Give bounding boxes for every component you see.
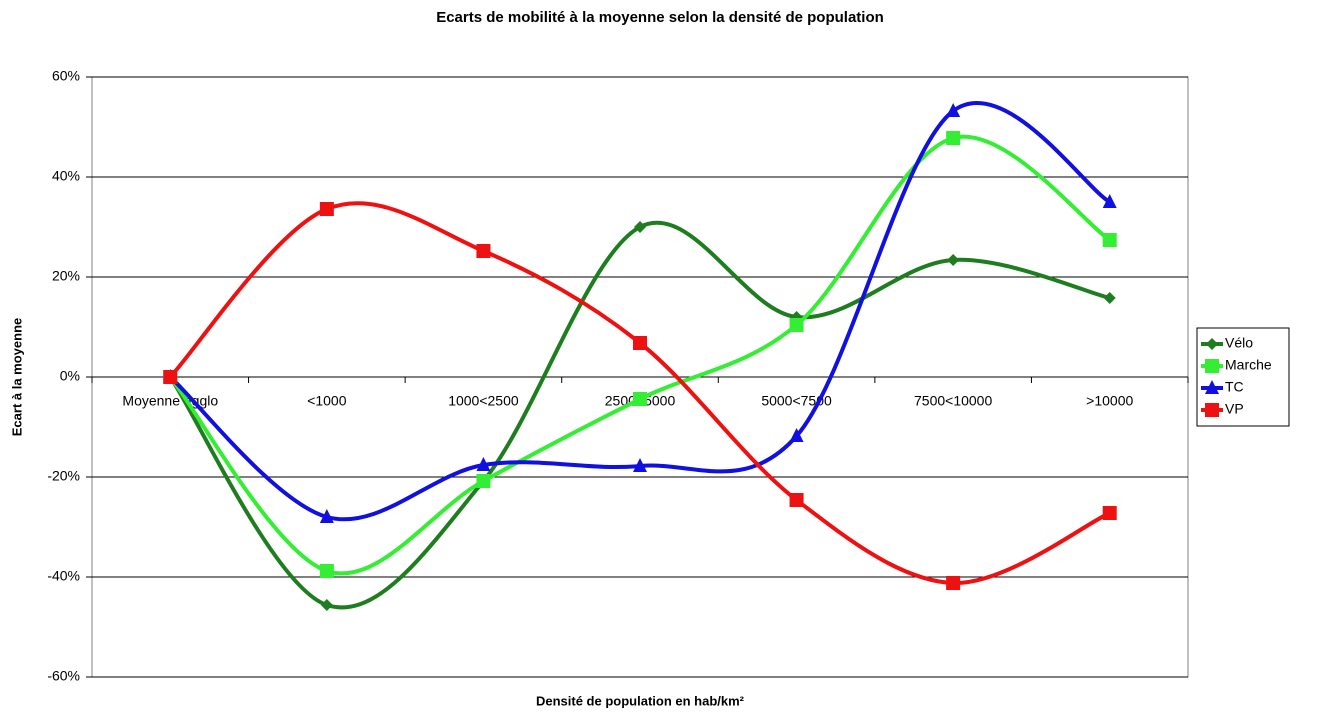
marker [319, 509, 334, 523]
marker [946, 131, 961, 145]
marker [633, 336, 647, 350]
marker [476, 244, 491, 258]
marker [1103, 292, 1116, 304]
x-tick-label: <1000 [307, 393, 347, 409]
legend-label: VP [1225, 401, 1244, 417]
y-tick-label: -60% [47, 668, 80, 684]
y-tick-label: 20% [52, 268, 80, 284]
marker [1205, 380, 1219, 394]
legend-label: TC [1225, 379, 1244, 395]
marker [633, 392, 647, 406]
marker [634, 221, 646, 233]
x-tick-label: Moyenne agglo [122, 393, 218, 409]
marker [319, 202, 334, 216]
marker [476, 474, 491, 488]
marker [1205, 359, 1219, 373]
series-line [168, 220, 1111, 610]
marker [1102, 506, 1117, 520]
y-tick-label: 60% [52, 68, 80, 84]
marker [946, 576, 961, 590]
marker [947, 254, 960, 266]
y-tick-label: -40% [47, 568, 80, 584]
chart-title: Ecarts de mobilité à la moyenne selon la… [436, 9, 884, 26]
legend-label: Vélo [1225, 335, 1253, 351]
marker [789, 428, 804, 442]
x-axis-title: Densité de population en hab/km² [536, 693, 745, 708]
y-axis-title: Ecart à la moyenne [9, 318, 24, 437]
x-tick-label: 1000<2500 [448, 393, 519, 409]
marker [476, 457, 491, 471]
x-tick-label: 5000<7500 [761, 393, 832, 409]
marker [946, 103, 961, 117]
marker [789, 318, 804, 332]
marker [1102, 233, 1117, 247]
legend-label: Marche [1225, 357, 1272, 373]
marker [1206, 338, 1218, 350]
marker [789, 493, 804, 507]
marker [320, 599, 333, 611]
y-tick-label: 40% [52, 168, 80, 184]
x-tick-label: 7500<10000 [914, 393, 992, 409]
marker [319, 564, 334, 578]
marker [1205, 403, 1219, 417]
y-tick-label: -20% [47, 468, 80, 484]
marker [633, 458, 647, 472]
marker [163, 370, 178, 384]
x-tick-label: >10000 [1086, 393, 1133, 409]
y-tick-label: 0% [60, 368, 80, 384]
legend: Vélo Marche TC VP [1196, 327, 1290, 427]
marker [1102, 194, 1117, 208]
